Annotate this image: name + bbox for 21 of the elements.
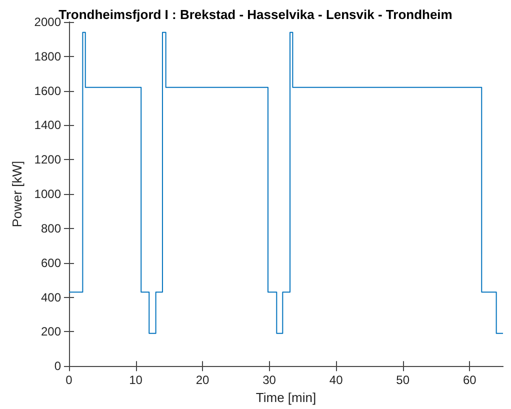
y-tick-label: 1200 — [34, 152, 62, 167]
x-tick-label: 20 — [196, 373, 210, 388]
y-tick-label: 1600 — [34, 84, 62, 98]
y-tick-label: 2000 — [34, 15, 62, 29]
y-tick-label: 200 — [40, 324, 62, 339]
y-tick-label: 400 — [40, 290, 62, 304]
x-tick-label: 40 — [329, 373, 344, 388]
y-tick-label: 1000 — [34, 187, 62, 202]
y-axis-title: Power [kW] — [9, 160, 24, 228]
chart-title: Trondheimsfjord I : Brekstad - Hasselvika - Lensvik - Trondheim — [58, 7, 452, 22]
x-tick-label: 60 — [462, 373, 477, 388]
x-tick-label: 10 — [129, 373, 143, 388]
y-tick-label: 800 — [40, 221, 62, 236]
x-tick-label: 30 — [262, 373, 276, 388]
y-tick-label: 0 — [54, 359, 62, 374]
y-tick-label: 600 — [40, 256, 62, 270]
x-tick-label: 0 — [66, 373, 73, 388]
x-axis-title: Time [min] — [256, 390, 316, 405]
x-tick-label: 50 — [396, 373, 410, 388]
y-tick-label: 1400 — [34, 118, 62, 132]
y-tick-label: 1800 — [34, 49, 62, 64]
